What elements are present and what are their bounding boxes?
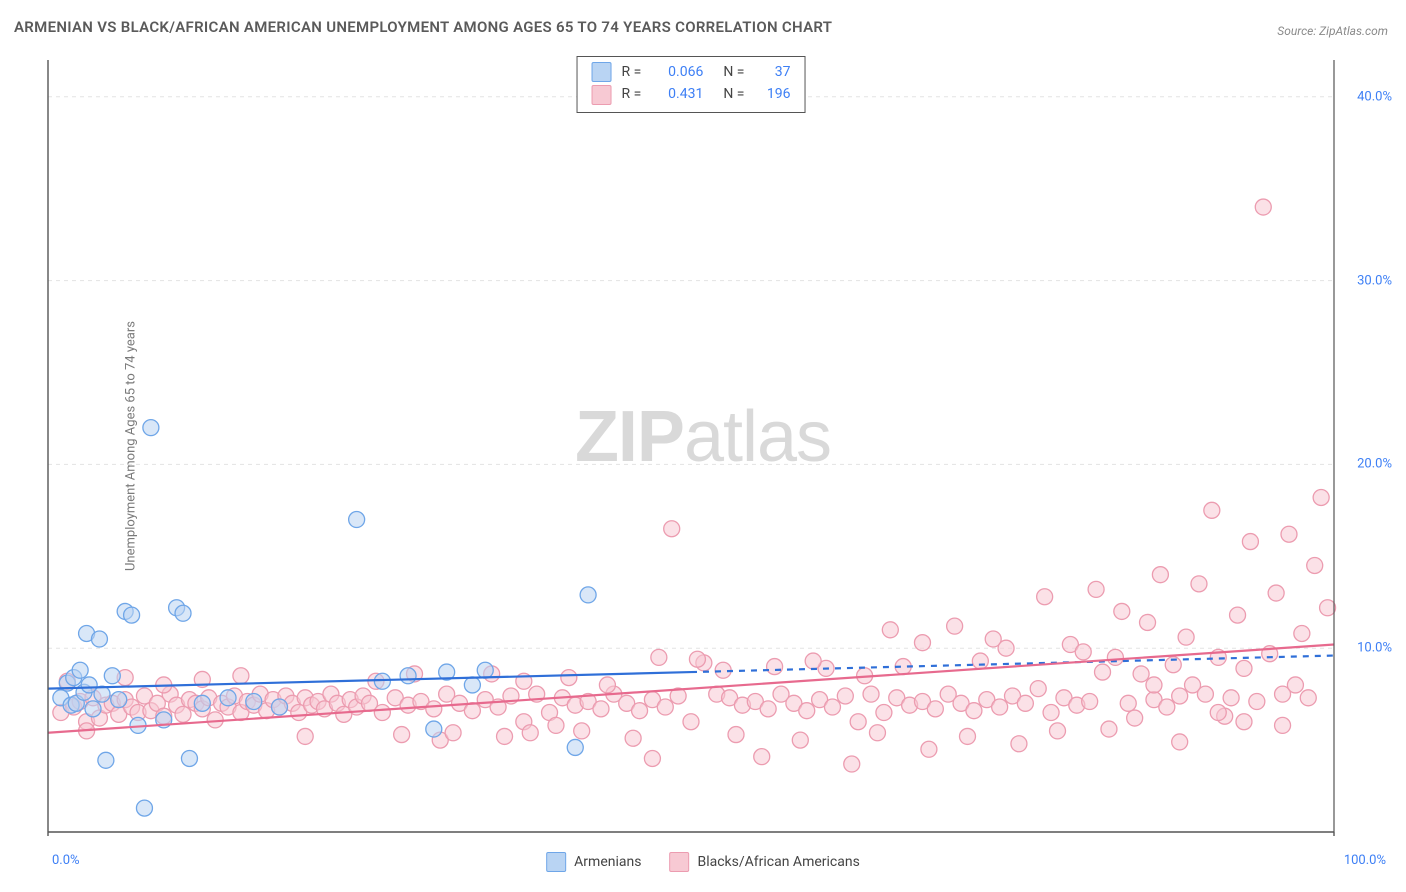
- y-axis-tick: 20.0%: [1357, 457, 1392, 472]
- x-axis-tick-min: 0.0%: [52, 853, 80, 868]
- stat-legend-row: R = 0.431 N = 196: [592, 83, 791, 105]
- series-legend: Armenians Blacks/African Americans: [546, 852, 860, 872]
- stat-legend-row: R = 0.066 N = 37: [592, 61, 791, 83]
- y-axis-tick: 30.0%: [1357, 273, 1392, 288]
- stat-n-value: 37: [754, 61, 790, 83]
- chart-title: ARMENIAN VS BLACK/AFRICAN AMERICAN UNEMP…: [14, 18, 832, 36]
- y-axis-tick: 40.0%: [1357, 89, 1392, 104]
- stat-n-value: 196: [754, 83, 790, 105]
- stat-r-value: 0.066: [651, 61, 703, 83]
- scatter-chart-svg: [44, 56, 1338, 836]
- source-attribution: Source: ZipAtlas.com: [1277, 24, 1388, 38]
- plot-area: R = 0.066 N = 37 R = 0.431 N = 196: [44, 56, 1338, 836]
- legend-label: Blacks/African Americans: [697, 854, 859, 870]
- stat-r-value: 0.431: [651, 83, 703, 105]
- stat-r-label: R =: [622, 61, 642, 83]
- stat-n-label: N =: [723, 61, 744, 83]
- stat-legend-swatch: [592, 85, 612, 105]
- legend-item: Armenians: [546, 852, 641, 872]
- stat-n-label: N =: [723, 83, 744, 105]
- legend-label: Armenians: [574, 854, 641, 870]
- stat-legend-swatch: [592, 62, 612, 82]
- y-axis-tick: 10.0%: [1357, 641, 1392, 656]
- stat-r-label: R =: [622, 83, 642, 105]
- correlation-stats-legend: R = 0.066 N = 37 R = 0.431 N = 196: [577, 56, 806, 113]
- legend-swatch: [546, 852, 566, 872]
- x-axis-tick-max: 100.0%: [1344, 853, 1386, 868]
- legend-swatch: [669, 852, 689, 872]
- legend-item: Blacks/African Americans: [669, 852, 859, 872]
